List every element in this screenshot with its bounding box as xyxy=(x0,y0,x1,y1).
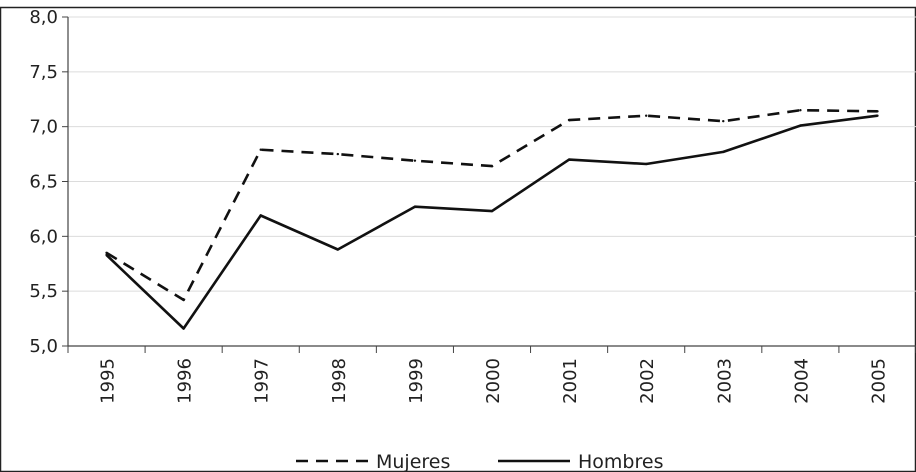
data-point-mujeres-1995 xyxy=(105,251,108,254)
x-tick-label: 1995 xyxy=(98,358,119,404)
x-tick-label: 1996 xyxy=(175,358,196,404)
y-tick-label: 7,5 xyxy=(29,62,58,83)
chart-frame xyxy=(0,6,916,472)
data-point-hombres-2004 xyxy=(799,124,802,127)
data-point-hombres-1996 xyxy=(182,327,185,330)
data-point-mujeres-2001 xyxy=(567,118,571,122)
x-tick-label: 2000 xyxy=(483,358,504,404)
x-tick-label: 2001 xyxy=(560,358,581,404)
x-tick-label: 2004 xyxy=(791,358,812,404)
x-tick-label: 1999 xyxy=(406,358,427,404)
data-point-hombres-1997 xyxy=(259,214,262,217)
y-tick-label: 5,5 xyxy=(29,281,58,302)
gridlines xyxy=(68,16,916,292)
x-axis-ticks: 1995 1996 1997 1998 1999 2000 2001 2002 2003 2004… xyxy=(67,346,916,404)
y-tick-label: 6,5 xyxy=(29,172,58,193)
legend-label-hombres: Hombres xyxy=(578,451,663,472)
data-point-hombres-1995 xyxy=(105,253,108,257)
data-point-hombres-2002 xyxy=(644,162,648,166)
data-point-mujeres-2005 xyxy=(876,110,879,113)
data-point-mujeres-1996 xyxy=(182,298,185,302)
data-point-hombres-2003 xyxy=(722,150,725,154)
data-point-mujeres-2000 xyxy=(490,164,494,168)
data-point-mujeres-1997 xyxy=(259,148,262,151)
data-point-mujeres-2002 xyxy=(644,114,648,117)
data-point-mujeres-1999 xyxy=(413,159,417,162)
legend-label-mujeres: Mujeres xyxy=(376,451,450,472)
data-point-hombres-2001 xyxy=(567,158,571,161)
data-point-hombres-1998 xyxy=(336,248,340,251)
data-point-hombres-2000 xyxy=(490,209,494,213)
y-axis-ticks: 5,0 5,5 6,0 6,5 7,0 7,5 8,0 xyxy=(29,7,68,357)
y-tick-label: 7,0 xyxy=(29,117,58,138)
y-tick-label: 8,0 xyxy=(29,7,58,28)
series-lines xyxy=(105,108,879,330)
data-point-hombres-2005 xyxy=(876,114,879,117)
data-point-hombres-1999 xyxy=(413,205,417,208)
x-tick-label: 1997 xyxy=(252,358,273,404)
legend: Mujeres Hombres xyxy=(296,451,663,472)
x-tick-label: 2002 xyxy=(637,358,658,404)
x-tick-label: 1998 xyxy=(329,358,350,404)
x-tick-label: 2003 xyxy=(714,358,735,404)
y-tick-label: 6,0 xyxy=(29,226,58,247)
data-point-mujeres-2004 xyxy=(799,109,802,112)
y-tick-label: 5,0 xyxy=(29,336,58,357)
data-point-mujeres-2003 xyxy=(722,119,725,123)
x-tick-label: 2005 xyxy=(868,358,889,404)
data-point-mujeres-1998 xyxy=(336,152,340,156)
